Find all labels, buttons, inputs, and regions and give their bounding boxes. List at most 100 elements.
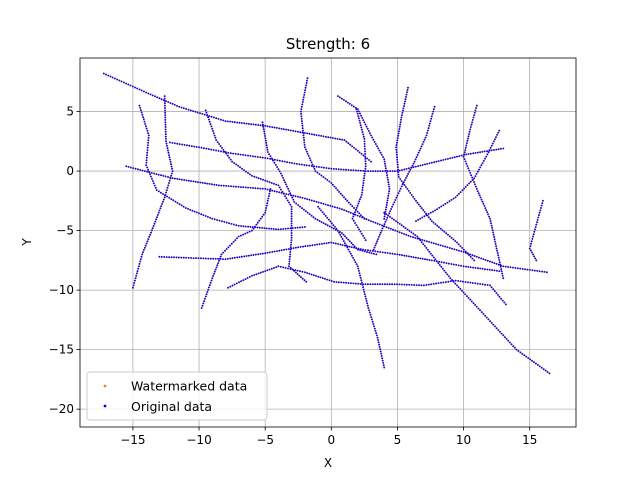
original-point — [181, 143, 184, 146]
original-point — [333, 185, 336, 188]
original-point — [414, 237, 417, 239]
original-point — [255, 273, 258, 276]
original-point — [345, 140, 348, 143]
original-point — [428, 124, 431, 127]
original-point — [278, 127, 281, 130]
original-point — [238, 121, 241, 124]
original-point — [480, 311, 483, 313]
original-point — [479, 283, 482, 285]
original-point — [357, 267, 360, 270]
original-point — [333, 280, 335, 283]
original-point — [213, 116, 215, 119]
original-point — [352, 215, 355, 218]
original-point — [396, 156, 398, 159]
original-point — [196, 111, 199, 114]
original-point — [164, 133, 167, 136]
original-point — [231, 257, 234, 259]
original-point — [374, 143, 377, 145]
original-point — [292, 194, 295, 197]
original-point — [284, 181, 286, 184]
original-point — [358, 228, 360, 231]
original-point — [290, 247, 293, 250]
original-point — [401, 254, 403, 257]
original-point — [224, 120, 227, 122]
original-point — [288, 263, 291, 265]
original-point — [285, 197, 288, 200]
original-point — [213, 270, 216, 273]
original-point — [282, 228, 285, 230]
original-point — [172, 199, 175, 202]
original-point — [152, 180, 154, 182]
original-point — [261, 227, 263, 229]
original-point — [204, 297, 206, 300]
original-point — [174, 200, 177, 203]
original-point — [247, 154, 249, 157]
original-point — [182, 107, 185, 110]
original-point — [307, 155, 310, 157]
original-point — [283, 160, 286, 163]
original-point — [366, 251, 368, 253]
x-axis-ticks: −15 −10 −5 0 5 10 15 — [120, 427, 537, 447]
original-point — [403, 283, 406, 286]
original-point — [269, 188, 272, 190]
original-point — [486, 153, 489, 156]
original-point — [458, 155, 461, 158]
original-point — [365, 218, 368, 221]
x-tick-label: 5 — [394, 433, 402, 447]
original-point — [155, 173, 158, 176]
original-point — [301, 226, 304, 229]
original-point — [376, 222, 379, 225]
original-point — [324, 215, 327, 217]
original-point — [381, 357, 384, 360]
original-point — [432, 110, 435, 113]
original-point — [493, 290, 496, 292]
original-point — [264, 252, 267, 255]
original-point — [145, 161, 148, 164]
original-point — [206, 114, 209, 116]
original-point — [140, 89, 143, 92]
original-point — [342, 168, 345, 171]
original-point — [330, 241, 333, 244]
original-point — [497, 294, 499, 296]
original-point — [365, 297, 367, 300]
original-point — [170, 256, 173, 259]
original-point — [467, 266, 470, 268]
original-point — [350, 169, 352, 172]
original-point — [356, 204, 359, 207]
original-point — [468, 182, 470, 185]
original-point — [383, 158, 386, 161]
original-point — [455, 249, 458, 251]
original-point — [222, 151, 225, 153]
original-point — [479, 196, 482, 199]
original-point — [445, 281, 447, 283]
original-point — [539, 209, 542, 212]
original-point — [308, 132, 311, 135]
original-point — [353, 146, 355, 149]
original-point — [266, 251, 269, 254]
original-point — [343, 196, 345, 199]
original-point — [238, 256, 241, 258]
original-point — [192, 180, 195, 183]
original-point — [412, 232, 415, 235]
original-point — [416, 201, 419, 204]
original-point — [531, 359, 533, 362]
original-point — [528, 247, 531, 250]
original-point — [201, 304, 204, 307]
original-point — [404, 100, 406, 103]
original-point — [490, 144, 493, 147]
original-point — [207, 148, 210, 151]
original-point — [153, 184, 156, 187]
original-point — [475, 107, 477, 109]
original-point — [287, 227, 289, 230]
original-point — [477, 192, 480, 195]
original-point — [366, 127, 369, 130]
original-point — [195, 146, 198, 148]
original-point — [277, 228, 280, 231]
original-point — [530, 240, 533, 243]
original-point — [472, 266, 474, 269]
original-point — [495, 148, 498, 151]
original-point — [195, 211, 198, 214]
original-point — [211, 127, 214, 130]
original-point — [548, 372, 551, 375]
original-point — [499, 265, 502, 268]
